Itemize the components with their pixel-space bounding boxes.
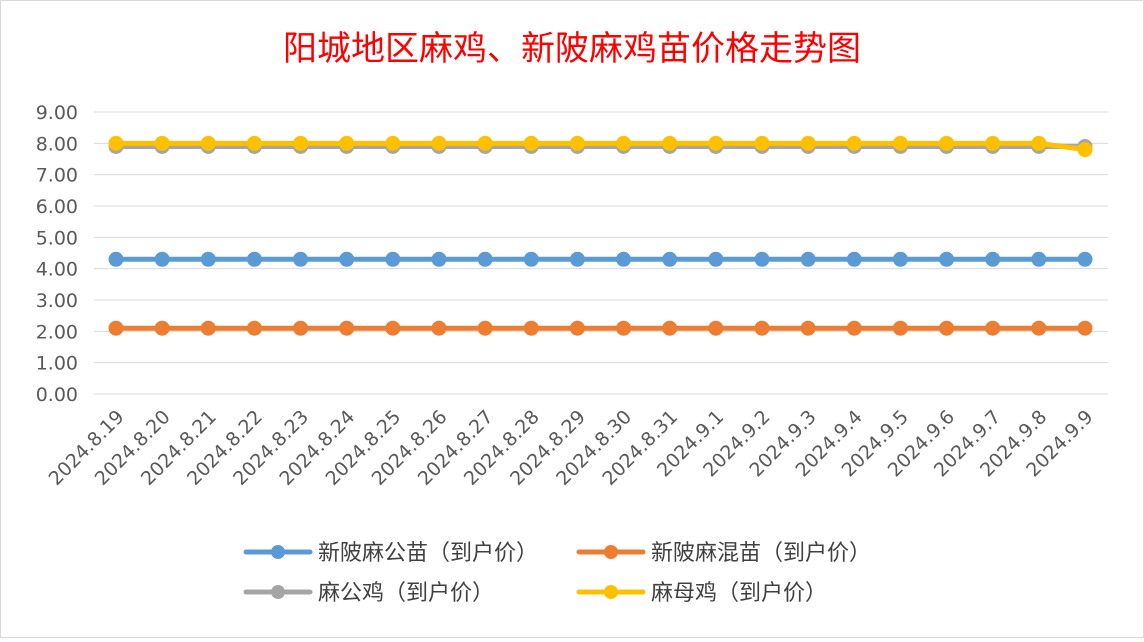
data-point: [800, 251, 816, 267]
data-point: [708, 251, 724, 267]
data-point: [800, 320, 816, 336]
data-point: [431, 135, 447, 151]
data-point: [385, 251, 401, 267]
data-point: [385, 320, 401, 336]
data-point: [154, 320, 170, 336]
data-point: [662, 320, 678, 336]
y-tick-label: 4.00: [36, 259, 78, 281]
data-point: [846, 251, 862, 267]
data-point: [1031, 251, 1047, 267]
data-point: [616, 251, 632, 267]
data-point: [662, 135, 678, 151]
y-axis-ticks: 0.00 1.00 2.00 3.00 4.00 5.00 6.00 7.00 8.00 9.00: [36, 102, 78, 406]
data-point: [108, 135, 124, 151]
data-point: [939, 320, 955, 336]
y-tick-label: 3.00: [36, 290, 78, 312]
legend-item: 新陂麻公苗（到户价）: [243, 541, 538, 566]
data-point: [293, 135, 309, 151]
data-point: [339, 320, 355, 336]
data-point: [800, 135, 816, 151]
y-tick-label: 9.00: [36, 102, 78, 124]
data-point: [523, 135, 539, 151]
data-point: [754, 320, 770, 336]
data-point: [477, 251, 493, 267]
data-point: [293, 251, 309, 267]
series-lines: [108, 135, 1093, 336]
data-point: [569, 135, 585, 151]
data-point: [431, 320, 447, 336]
legend-label: 新陂麻公苗（到户价）: [318, 541, 538, 566]
data-point: [1031, 320, 1047, 336]
data-point: [154, 135, 170, 151]
data-point: [477, 135, 493, 151]
data-point: [246, 135, 262, 151]
data-point: [431, 251, 447, 267]
data-point: [846, 135, 862, 151]
data-point: [246, 320, 262, 336]
data-point: [708, 135, 724, 151]
data-point: [385, 135, 401, 151]
data-point: [477, 320, 493, 336]
data-point: [985, 251, 1001, 267]
data-point: [108, 320, 124, 336]
data-point: [939, 135, 955, 151]
legend-label: 麻公鸡（到户价）: [318, 581, 494, 606]
data-point: [523, 251, 539, 267]
series-1: [108, 251, 1093, 267]
series-2: [108, 320, 1093, 336]
data-point: [154, 251, 170, 267]
legend-item: 新陂麻混苗（到户价）: [576, 541, 871, 566]
data-point: [200, 251, 216, 267]
y-tick-label: 8.00: [36, 133, 78, 155]
legend: 新陂麻公苗（到户价） 新陂麻混苗（到户价） 麻公鸡（到户价） 麻母鸡（到户价）: [243, 541, 871, 606]
data-point: [754, 135, 770, 151]
data-point: [1077, 251, 1093, 267]
data-point: [892, 320, 908, 336]
series-4: [108, 135, 1093, 158]
legend-item: 麻母鸡（到户价）: [576, 581, 827, 606]
data-point: [339, 251, 355, 267]
data-point: [985, 135, 1001, 151]
data-point: [939, 251, 955, 267]
legend-marker: [604, 585, 618, 599]
data-point: [1031, 135, 1047, 151]
y-tick-label: 6.00: [36, 196, 78, 218]
legend-label: 麻母鸡（到户价）: [651, 581, 827, 606]
data-point: [339, 135, 355, 151]
series-line: [113, 140, 1088, 153]
data-point: [246, 251, 262, 267]
data-point: [892, 135, 908, 151]
y-tick-label: 7.00: [36, 165, 78, 187]
legend-label: 新陂麻混苗（到户价）: [651, 541, 871, 566]
data-point: [108, 251, 124, 267]
y-tick-label: 0.00: [36, 384, 78, 406]
legend-marker: [604, 545, 618, 559]
y-tick-label: 2.00: [36, 321, 78, 343]
data-point: [523, 320, 539, 336]
data-point: [985, 320, 1001, 336]
data-point: [200, 135, 216, 151]
data-point: [754, 251, 770, 267]
legend-item: 麻公鸡（到户价）: [243, 581, 494, 606]
data-point: [569, 320, 585, 336]
data-point: [1077, 142, 1093, 158]
legend-marker: [271, 545, 285, 559]
data-point: [569, 251, 585, 267]
data-point: [662, 251, 678, 267]
data-point: [616, 320, 632, 336]
legend-marker: [271, 585, 285, 599]
data-point: [293, 320, 309, 336]
data-point: [708, 320, 724, 336]
data-point: [616, 135, 632, 151]
chart-title: 阳城地区麻鸡、新陂麻鸡苗价格走势图: [283, 29, 861, 69]
data-point: [846, 320, 862, 336]
data-point: [892, 251, 908, 267]
data-point: [200, 320, 216, 336]
y-tick-label: 1.00: [36, 353, 78, 375]
data-point: [1077, 320, 1093, 336]
y-tick-label: 5.00: [36, 227, 78, 249]
